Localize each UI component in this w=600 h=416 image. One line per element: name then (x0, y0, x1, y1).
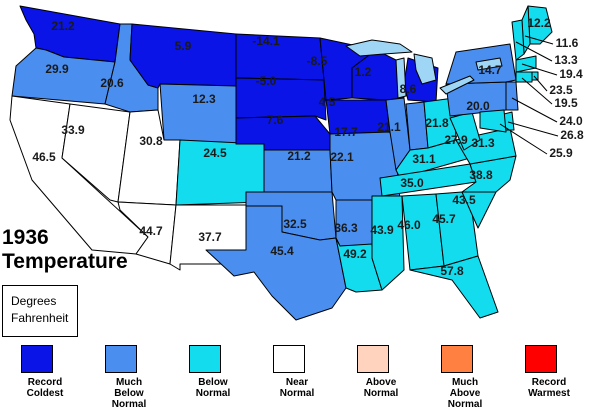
lake-erie (439, 75, 475, 95)
state-value-ct: 19.5 (554, 96, 578, 110)
units-line-2: Fahrenheit (11, 311, 69, 325)
legend-label: Below Normal (195, 377, 231, 399)
leader-line-vt (515, 41, 553, 62)
label-leader-lines (499, 35, 559, 155)
state-value-wa: 21.2 (51, 19, 75, 33)
state-value-ga: 45.7 (432, 212, 456, 226)
state-value-sd: -5.0 (256, 74, 277, 88)
leader-line-nh (524, 35, 554, 45)
state-value-co: 24.5 (203, 146, 227, 160)
great-lakes (345, 39, 503, 99)
state-value-mi: 8.6 (400, 82, 417, 96)
legend-swatch (441, 345, 473, 373)
state-value-oh: 21.8 (425, 116, 449, 130)
state-value-ky: 31.1 (412, 152, 436, 166)
state-value-az: 44.7 (139, 224, 163, 238)
lake-ontario (475, 57, 503, 71)
state-value-tx: 45.4 (270, 244, 294, 258)
state-tx (205, 205, 347, 321)
leader-line-ri (533, 75, 548, 92)
map-title: 1936 Temperature (2, 226, 128, 274)
state-value-sc: 43.5 (452, 193, 476, 207)
state-value-ri: 23.5 (549, 83, 573, 97)
legend-label: Much Below Normal (111, 377, 147, 410)
state-value-de: 26.8 (560, 128, 584, 142)
legend-swatch (189, 345, 221, 373)
state-value-mo: 22.1 (330, 150, 354, 164)
state-nj (505, 81, 519, 111)
legend-swatch (21, 345, 53, 373)
state-value-nm: 37.7 (198, 230, 222, 244)
leader-line-de (507, 121, 559, 137)
state-vt (511, 19, 525, 61)
state-value-fl: 57.8 (440, 264, 464, 278)
state-value-ok: 32.5 (283, 217, 307, 231)
state-value-ca: 46.5 (32, 150, 56, 164)
leader-line-md (499, 123, 548, 155)
legend-swatch (105, 345, 137, 373)
legend-label: Near Normal (279, 377, 315, 399)
leader-line-nj (511, 97, 558, 123)
state-value-ut: 30.8 (139, 134, 163, 148)
legend-label: Record Warmest (528, 377, 570, 399)
state-value-nc: 38.8 (469, 168, 493, 182)
state-value-wi: 1.2 (355, 65, 372, 79)
lake-michigan (395, 57, 407, 99)
state-value-ne: 7.6 (267, 113, 284, 127)
lake-superior (345, 39, 413, 57)
state-sd (235, 77, 327, 121)
state-fl (409, 255, 499, 319)
state-value-il: 17.7 (334, 125, 358, 139)
state-value-mn: -8.5 (307, 54, 328, 68)
title-subject: Temperature (2, 250, 128, 273)
legend-swatch (273, 345, 305, 373)
leader-line-ma (521, 63, 558, 76)
state-value-al: 46.0 (397, 218, 421, 232)
state-value-md: 25.9 (549, 146, 573, 160)
units-line-1: Degrees (11, 294, 57, 308)
state-value-vt: 13.3 (554, 53, 578, 67)
state-value-nj: 24.0 (559, 114, 583, 128)
state-value-wv: 27.9 (444, 133, 468, 147)
state-value-labels: 21.2 29.9 46.5 33.9 20.6 5.9 12.3 30.8 44.7 37.7 2… (32, 16, 584, 278)
legend-label: Above Normal (363, 377, 399, 399)
units-box: Degrees Fahrenheit (2, 285, 78, 337)
state-value-wy: 12.3 (192, 92, 216, 106)
state-value-or: 29.9 (45, 62, 69, 76)
state-value-in: 21.1 (377, 120, 401, 134)
state-value-ms: 43.9 (370, 223, 394, 237)
state-value-mt: 5.9 (175, 39, 192, 53)
state-ga (435, 191, 479, 267)
state-mt (129, 23, 237, 89)
title-year: 1936 (2, 226, 49, 249)
state-value-ar: 36.3 (334, 221, 358, 235)
state-value-la: 49.2 (343, 247, 367, 261)
state-value-ny: 14.7 (478, 63, 502, 77)
state-value-id: 20.6 (100, 76, 124, 90)
state-value-me: 12.2 (527, 16, 551, 30)
leader-line-ct (521, 77, 553, 105)
legend-label: Record Coldest (26, 377, 64, 399)
state-ct (515, 71, 533, 83)
state-value-ia: 4.5 (319, 95, 336, 109)
legend-label: Much Above Normal (447, 377, 483, 410)
legend-swatch (357, 345, 389, 373)
legend-swatch (525, 345, 557, 373)
state-value-pa: 20.0 (466, 99, 490, 113)
state-value-nh: 11.6 (556, 36, 579, 50)
state-value-tn: 35.0 (400, 176, 424, 190)
state-ri (531, 71, 539, 81)
state-value-nd: -14.1 (252, 34, 280, 48)
state-nv (61, 103, 131, 203)
lake-huron (413, 53, 437, 85)
state-value-va: 31.3 (471, 136, 495, 150)
state-value-nv: 33.9 (61, 123, 85, 137)
state-ms (371, 195, 405, 291)
state-ma (515, 55, 537, 73)
state-value-ks: 21.2 (287, 149, 311, 163)
state-value-ma: 19.4 (559, 67, 583, 81)
state-md (479, 109, 507, 133)
